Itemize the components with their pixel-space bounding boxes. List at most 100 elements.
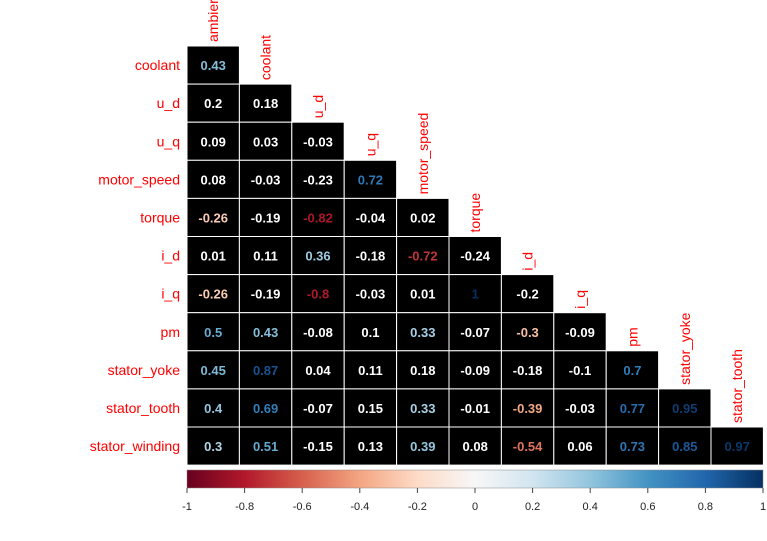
heatmap-cell	[343, 426, 398, 466]
row-label: u_d	[157, 95, 180, 111]
heatmap-cell	[448, 274, 502, 314]
heatmap-cell	[343, 197, 398, 237]
cell-value-label: -0.07	[460, 325, 490, 340]
heatmap-cell	[291, 312, 345, 352]
cell-value-label: 0.2	[204, 96, 222, 111]
column-label: pm	[624, 327, 640, 346]
heatmap-cell	[710, 426, 764, 466]
cell-value-label: -0.07	[303, 401, 333, 416]
cell-value-label: 0.33	[410, 325, 435, 340]
heatmap-cell	[500, 426, 555, 466]
cell-value-label: -0.3	[516, 325, 538, 340]
heatmap-cell	[186, 45, 240, 85]
row-label: coolant	[135, 57, 180, 73]
heatmap-cell	[291, 388, 345, 428]
heatmap-cell	[658, 388, 712, 428]
cell-value-label: -0.19	[251, 287, 281, 302]
heatmap-cell	[186, 83, 240, 123]
row-label: i_q	[161, 286, 180, 302]
column-label: stator_tooth	[729, 349, 745, 423]
colorbar-tick-label: 0.4	[583, 501, 598, 513]
row-label: torque	[140, 210, 180, 226]
heatmap-cell	[396, 426, 450, 466]
column-label: ambier	[205, 0, 221, 42]
cell-value-label: -0.08	[303, 325, 333, 340]
cell-value-label: 0.77	[620, 401, 645, 416]
cell-value-label: 0.51	[253, 439, 278, 454]
cell-value-label: 0.02	[410, 211, 435, 226]
row-label: stator_yoke	[108, 362, 181, 378]
cell-value-label: 0.08	[463, 439, 488, 454]
cell-value-label: 0.45	[201, 363, 226, 378]
colorbar-tick-label: -0.6	[293, 501, 312, 513]
cell-value-label: 0.18	[253, 96, 278, 111]
heatmap-cell	[343, 159, 398, 199]
heatmap-cell	[186, 350, 240, 390]
column-label: u_d	[310, 95, 326, 118]
cell-value-label: 0.3	[204, 439, 222, 454]
column-label: torque	[467, 193, 483, 233]
cell-value-label: 0.33	[410, 401, 435, 416]
heatmap-cell	[238, 159, 293, 199]
cell-value-label: 0.15	[358, 401, 383, 416]
cell-value-label: 0.1	[361, 325, 379, 340]
column-label: u_q	[362, 133, 378, 156]
cell-value-label: -0.03	[303, 134, 333, 149]
column-label: i_q	[572, 290, 588, 309]
colorbar-tick-label: 0.8	[698, 501, 713, 513]
cell-value-label: -0.1	[569, 363, 591, 378]
heatmap-cell	[448, 236, 502, 276]
row-label: stator_winding	[90, 438, 180, 454]
cell-value-label: 0.11	[358, 363, 383, 378]
cell-value-label: 0.5	[204, 325, 222, 340]
cell-value-label: 0.43	[253, 325, 278, 340]
cell-value-label: 0.87	[253, 363, 278, 378]
cell-value-label: 0.06	[567, 439, 592, 454]
cell-value-label: 0.95	[672, 401, 697, 416]
heatmap-cell	[186, 236, 240, 276]
cell-value-label: 0.04	[305, 363, 331, 378]
cell-value-label: 0.97	[725, 439, 750, 454]
cell-value-label: 0.11	[253, 249, 278, 264]
heatmap-cell	[448, 388, 502, 428]
column-label: i_d	[520, 252, 536, 271]
cell-value-label: 0.85	[672, 439, 697, 454]
heatmap-cell	[553, 388, 607, 428]
heatmap-cell	[343, 236, 398, 276]
cell-value-label: 0.73	[620, 439, 645, 454]
heatmap-cell	[396, 388, 450, 428]
heatmap-cell	[238, 274, 293, 314]
cell-value-label: 0.72	[358, 172, 383, 187]
colorbar: -1 -0.8 -0.6 -0.4 -0.2 0 0.2 0.4 0.6 0.8 1	[182, 469, 766, 513]
heatmap-cell	[186, 426, 240, 466]
heatmap-cell	[238, 426, 293, 466]
cell-value-label: -0.04	[356, 211, 386, 226]
heatmap-cell	[448, 426, 502, 466]
colorbar-tick-label: 0.6	[640, 501, 655, 513]
cell-value-label: -0.24	[460, 249, 490, 264]
heatmap-cell	[343, 350, 398, 390]
colorbar-ticks: -1 -0.8 -0.6 -0.4 -0.2 0 0.2 0.4 0.6 0.8 1	[182, 488, 766, 513]
cell-value-label: -0.15	[303, 439, 333, 454]
heatmap-cell	[238, 388, 293, 428]
heatmap-cell	[291, 121, 345, 161]
heatmap-cell	[605, 426, 660, 466]
colorbar-tick-label: -0.2	[408, 501, 427, 513]
row-label: motor_speed	[98, 171, 180, 187]
cell-value-label: 0.08	[201, 172, 226, 187]
cell-value-label: 0.18	[410, 363, 435, 378]
colorbar-tick-label: 0	[472, 501, 478, 513]
cell-value-label: 0.69	[253, 401, 278, 416]
column-label: coolant	[258, 35, 274, 80]
heatmap-cell	[605, 388, 660, 428]
cell-value-label: -0.03	[251, 172, 281, 187]
heatmap-cell	[500, 350, 555, 390]
column-label: motor_speed	[415, 113, 431, 195]
heatmap-cell	[291, 350, 345, 390]
cell-value-label: -0.26	[198, 287, 228, 302]
cell-value-label: -0.39	[513, 401, 543, 416]
heatmap-cell	[238, 197, 293, 237]
cell-value-label: -0.09	[460, 363, 490, 378]
cell-value-label: -0.03	[356, 287, 386, 302]
